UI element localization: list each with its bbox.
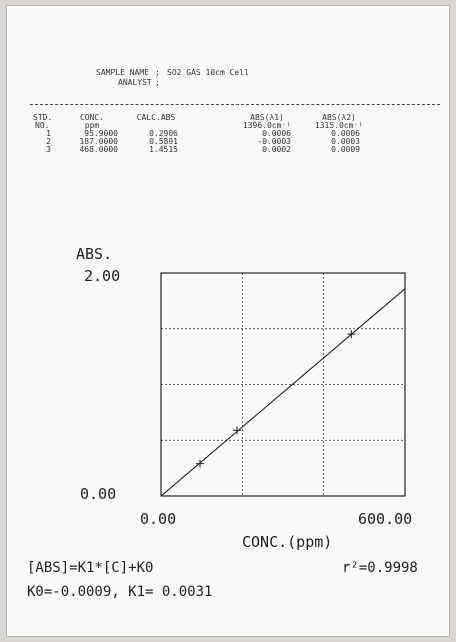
row-abs-lambda2: 0.0006 [331, 129, 360, 138]
row-no: 1 [46, 129, 51, 138]
col-header-conc: CONC. [79, 113, 105, 122]
plot-grid [161, 273, 405, 496]
row-no: 3 [46, 145, 51, 154]
row-conc: 468.0000 [79, 145, 118, 154]
sample-name-label: SAMPLE NAME [96, 68, 149, 77]
col-header-conc-unit: ppm [84, 121, 100, 130]
col-header-std: STD. [33, 113, 53, 122]
sample-name-value: SO2 GAS 10cm Cell [167, 68, 249, 77]
row-conc: 187.0000 [79, 137, 118, 146]
col-header-abs-lambda2-wavenumber: 1315.0cm⁻¹ [314, 121, 364, 130]
col-header-abs-lambda1: ABS(λ1) [250, 113, 284, 122]
data-point-marker [347, 330, 356, 339]
row-no: 2 [46, 137, 51, 146]
row-calc-abs: 0.5891 [149, 137, 178, 146]
y-tick-label: 0.00 [80, 485, 117, 503]
data-point-marker [233, 426, 242, 435]
row-abs-lambda2: 0.0003 [331, 137, 360, 146]
chart-x-axis-label: CONC.(ppm) [242, 533, 333, 551]
plot-frame [160, 272, 406, 497]
col-header-std-no: NO. [35, 121, 50, 130]
row-abs-lambda1: -0.0003 [257, 137, 291, 146]
regression-coefficients: K0=-0.0009, K1= 0.0031 [27, 584, 213, 600]
col-header-calc-abs: CALC.ABS [136, 113, 176, 122]
row-abs-lambda1: 0.0006 [262, 129, 291, 138]
x-tick-label: 600.00 [358, 510, 413, 528]
data-points [195, 330, 356, 468]
data-point-marker [195, 459, 204, 468]
row-calc-abs: 0.2906 [149, 129, 178, 138]
regression-equation: [ABS]=K1*[C]+K0 [27, 560, 154, 576]
chart-y-axis-label: ABS. [76, 245, 113, 263]
header-separator [30, 104, 440, 105]
row-calc-abs: 1.4515 [149, 145, 178, 154]
analyst-separator: ; [155, 78, 160, 87]
report-sheet [6, 5, 450, 637]
x-tick-label: 0.00 [140, 510, 177, 528]
analyst-label: ANALYST [118, 78, 152, 87]
y-tick-label: 2.00 [84, 267, 121, 285]
r-squared-value: r²=0.9998 [342, 560, 418, 576]
row-abs-lambda2: 0.0009 [331, 145, 360, 154]
sample-name-separator: ; [155, 68, 160, 77]
col-header-abs-lambda1-wavenumber: 1396.0cm⁻¹ [242, 121, 292, 130]
row-abs-lambda1: 0.0002 [262, 145, 291, 154]
col-header-abs-lambda2: ABS(λ2) [322, 113, 356, 122]
calibration-fit-line [160, 288, 406, 497]
row-conc: 95.9000 [84, 129, 118, 138]
